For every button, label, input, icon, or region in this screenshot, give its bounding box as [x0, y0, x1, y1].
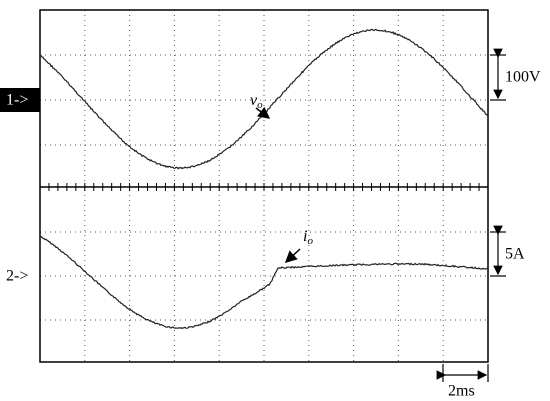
channel-2-marker: 2->	[6, 268, 28, 285]
voltage-scale: 100V	[505, 69, 541, 86]
grid	[39, 10, 489, 362]
voltage-scale-bracket	[490, 48, 506, 101]
current-symbol: i	[303, 228, 307, 245]
voltage-label: vo	[250, 92, 263, 111]
screen-border	[39, 9, 489, 363]
current-scale-bracket	[490, 225, 506, 277]
channel-1-marker: 1->	[6, 92, 28, 109]
current-scale: 5A	[505, 246, 525, 263]
voltage-symbol: v	[250, 92, 258, 109]
voltage-subscript: o	[257, 99, 263, 111]
current-waveform	[39, 235, 489, 329]
current-label: io	[303, 228, 313, 247]
current-arrow	[284, 248, 301, 264]
voltage-arrow	[255, 106, 271, 119]
timebase-bracket	[436, 364, 489, 382]
timebase: 2ms	[448, 383, 475, 400]
channel-1-marker-box	[0, 88, 40, 112]
current-subscript: o	[307, 235, 313, 247]
